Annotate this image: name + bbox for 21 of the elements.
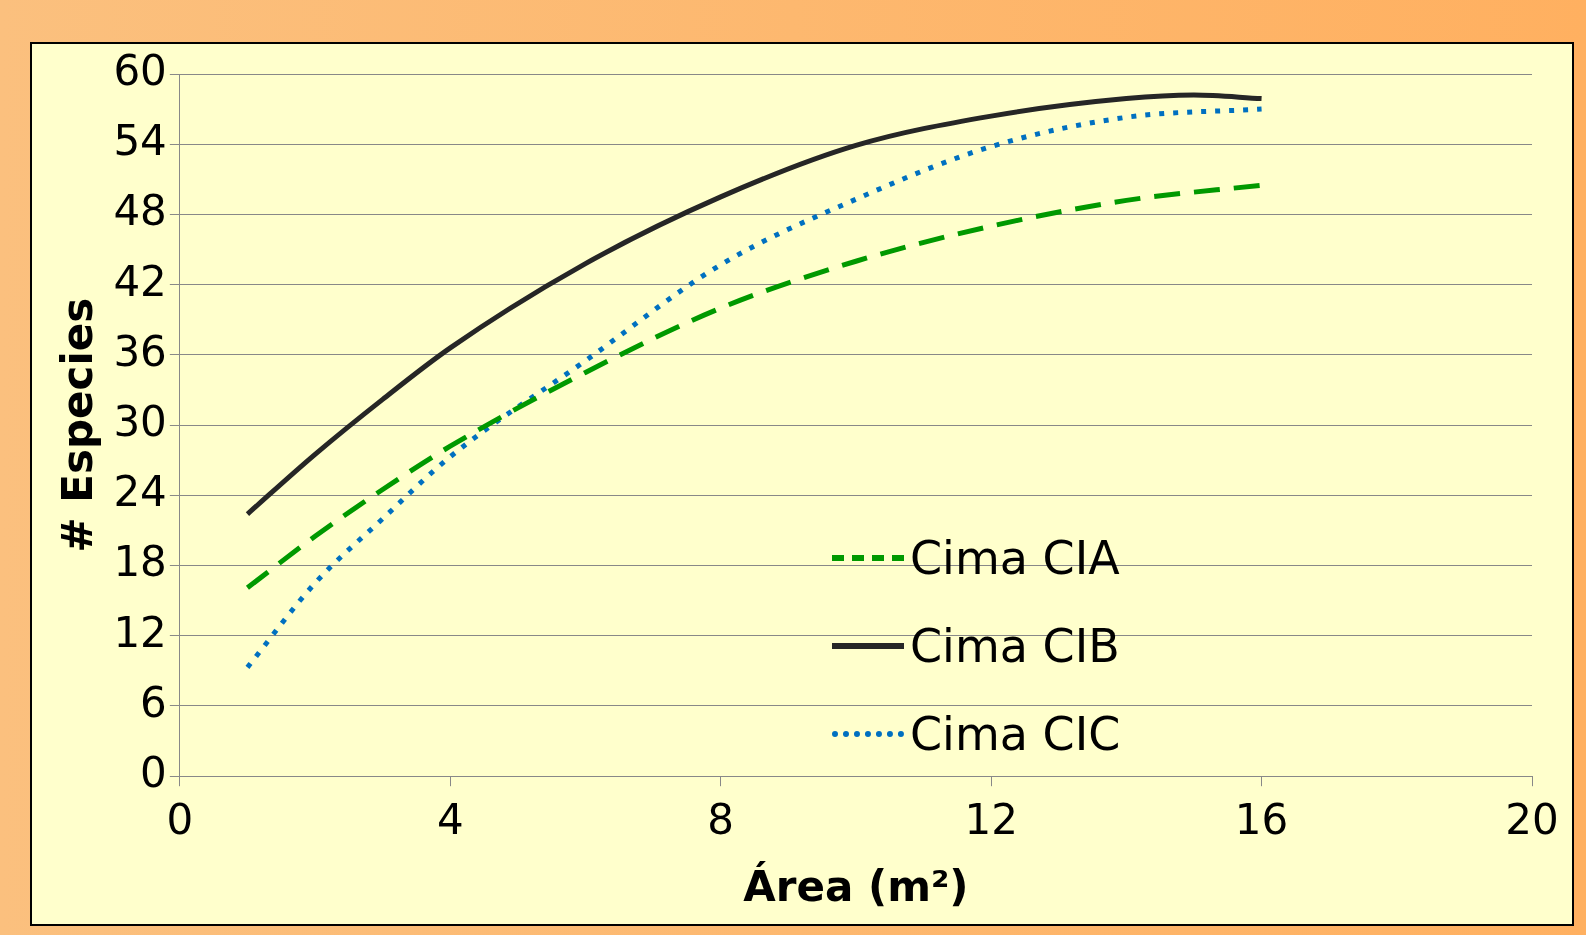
y-tick-label: 24 — [113, 467, 167, 517]
x-tick-label: 20 — [1505, 795, 1559, 845]
y-tick-label: 42 — [113, 256, 167, 306]
y-tick-label: 6 — [140, 677, 167, 727]
y-tick-label: 60 — [113, 45, 167, 95]
y-tick-label: 30 — [113, 397, 167, 447]
y-tick-label: 12 — [113, 607, 167, 657]
y-tick-label: 48 — [113, 186, 167, 236]
legend-label: Cima CIA — [910, 530, 1120, 587]
y-tick-label: 54 — [113, 116, 167, 166]
x-tick-label: 12 — [964, 795, 1018, 845]
y-axis-title: # Especies — [53, 297, 103, 553]
y-tick-label: 36 — [113, 326, 167, 376]
legend-label: Cima CIB — [910, 618, 1120, 675]
y-tick-label: 0 — [140, 748, 167, 798]
x-tick-label: 4 — [436, 795, 464, 845]
legend-label: Cima CIC — [910, 706, 1121, 763]
y-tick-label: 18 — [113, 537, 167, 587]
x-tick-label: 8 — [707, 795, 735, 845]
x-tick-label: 16 — [1234, 795, 1289, 845]
x-axis-title: Área (m²) — [743, 860, 969, 911]
